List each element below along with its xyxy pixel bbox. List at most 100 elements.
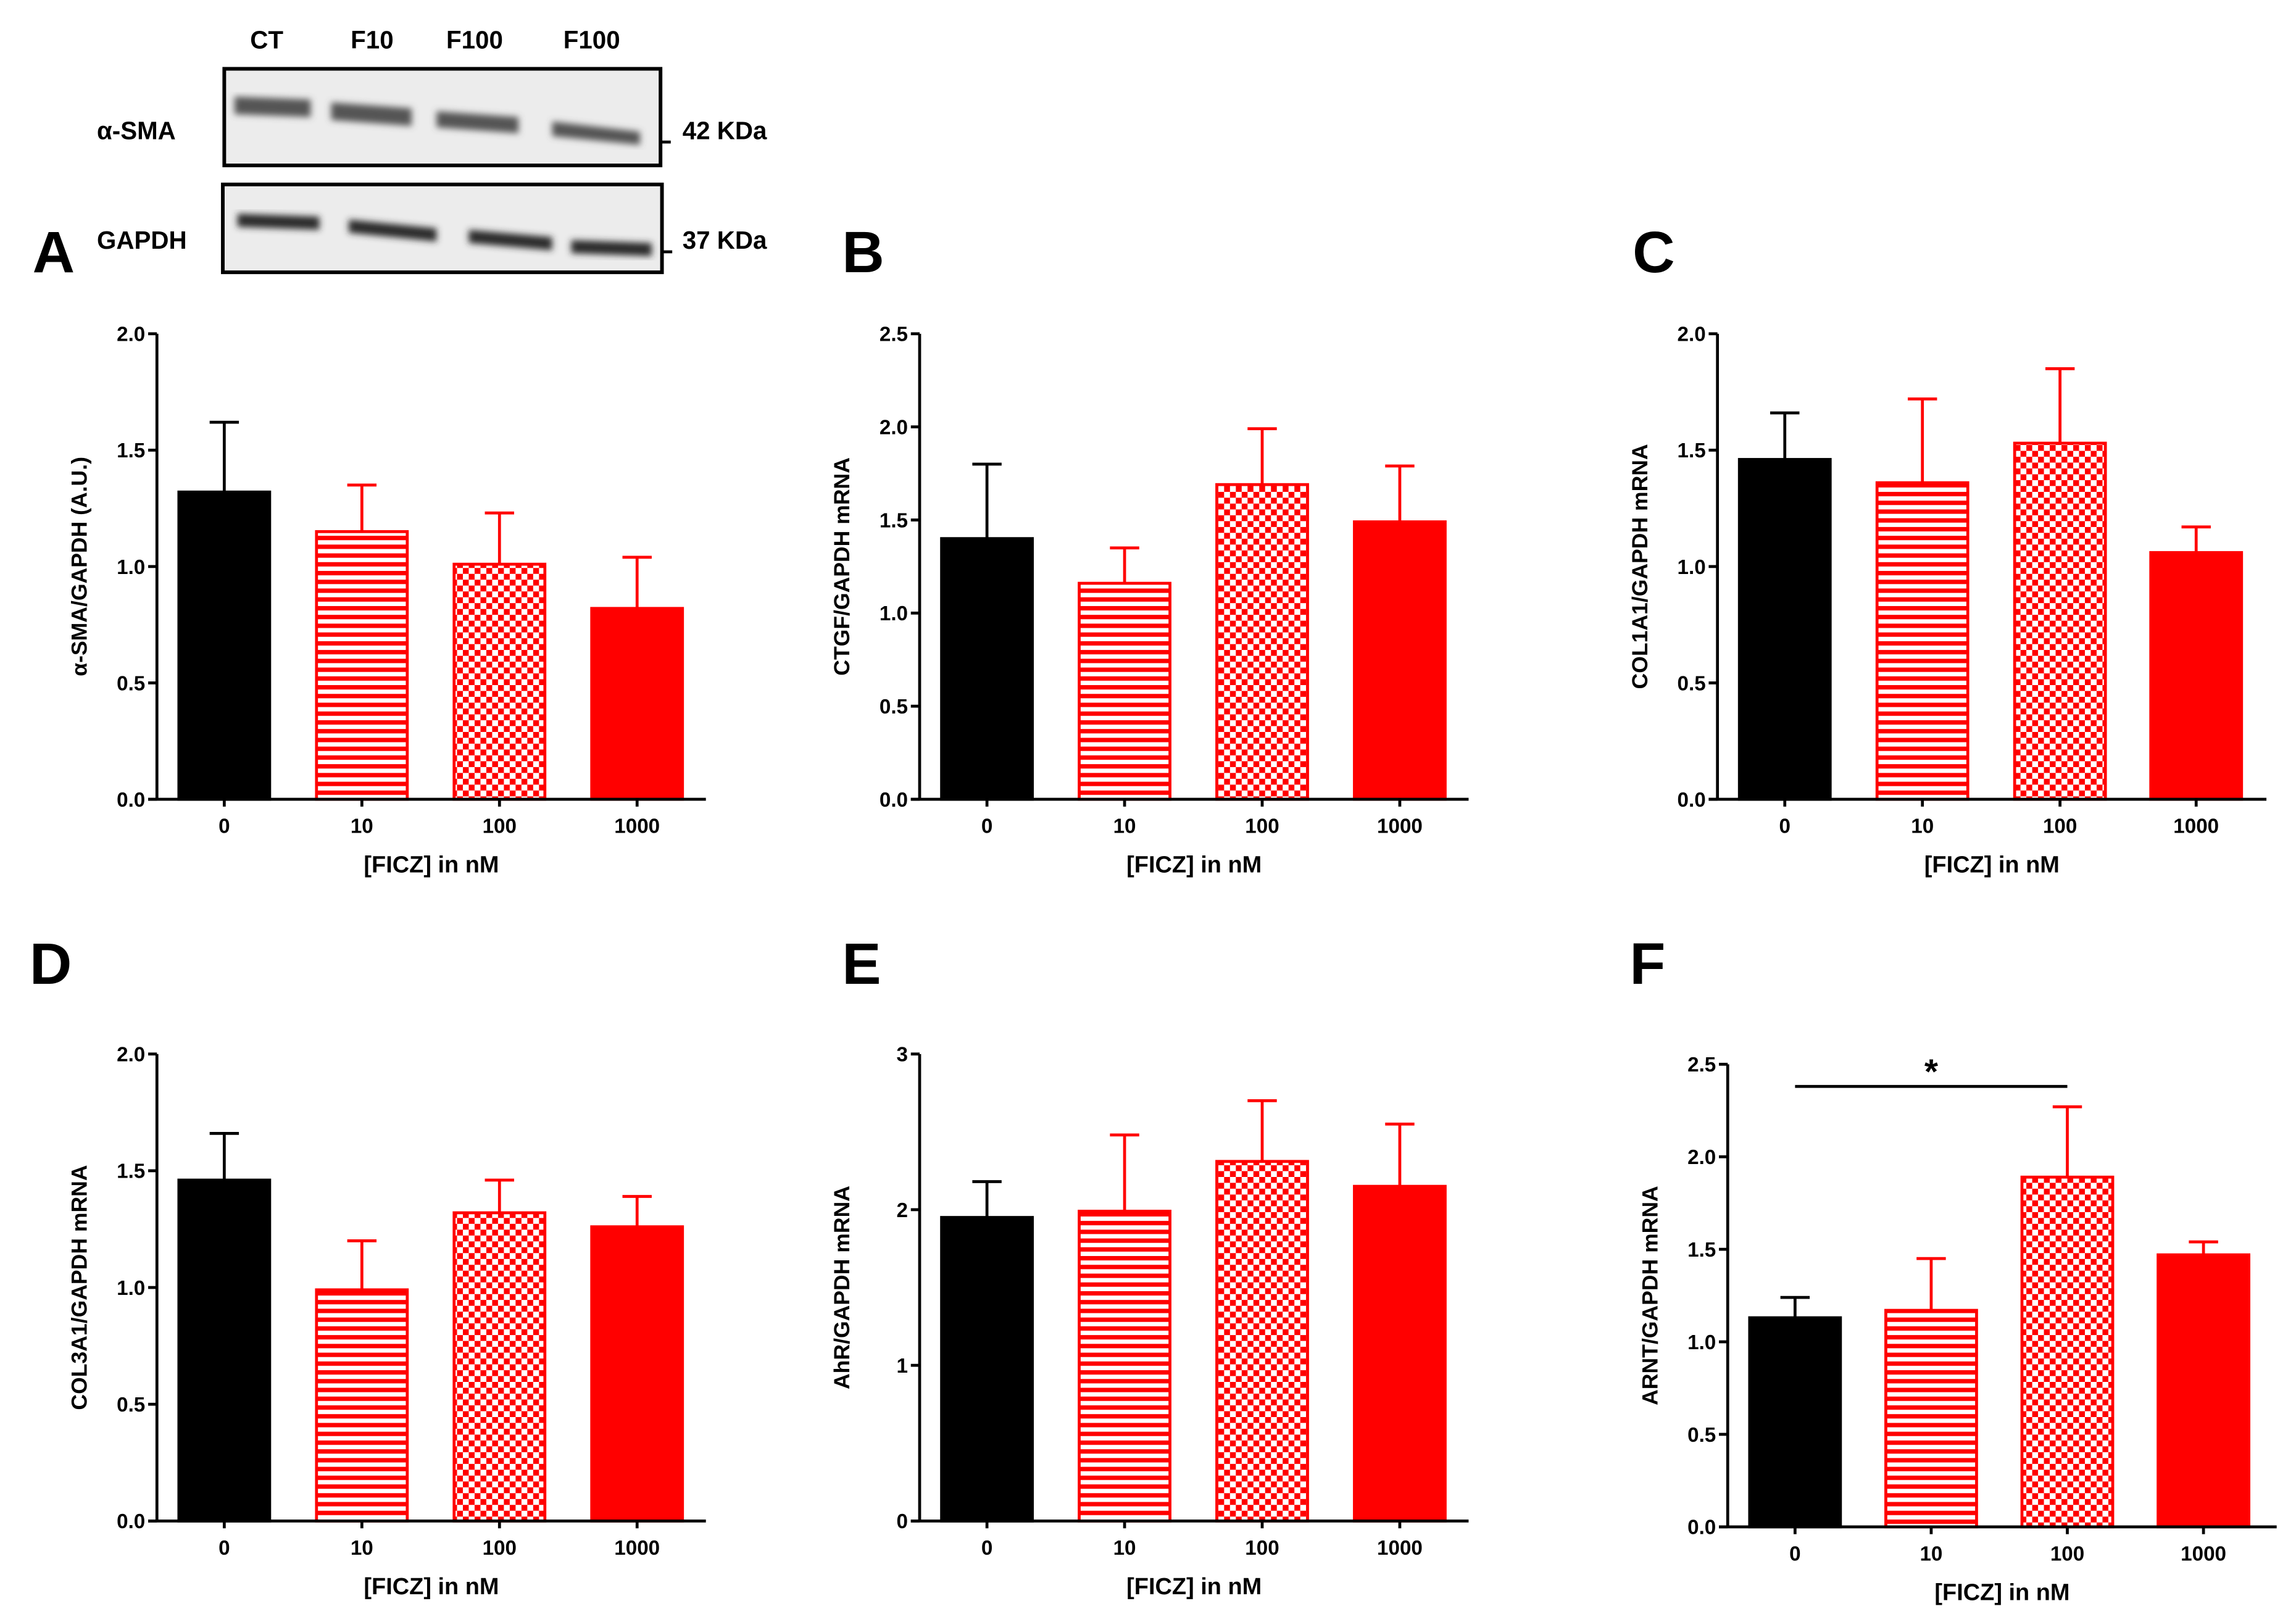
x-axis-label: [FICZ] in nM — [1126, 1574, 1262, 1600]
x-tick-label: 10 — [1113, 1537, 1136, 1560]
y-tick-label: 0.5 — [1687, 1424, 1716, 1447]
lane-label: F10 — [351, 25, 393, 54]
size-marker: 42 KDa — [683, 116, 767, 144]
x-tick-label: 1000 — [614, 815, 660, 838]
y-tick-label: 1.0 — [1687, 1331, 1716, 1354]
blot-bands — [234, 96, 640, 145]
bar — [177, 1178, 272, 1523]
panel-letter: C — [1633, 220, 1675, 285]
y-tick-label: 2 — [897, 1199, 908, 1222]
y-tick-label: 1.5 — [117, 1160, 145, 1183]
x-tick-label: 0 — [1779, 815, 1791, 838]
y-tick-label: 0.5 — [1678, 672, 1706, 695]
y-tick-label: 1 — [897, 1355, 908, 1378]
bar — [1884, 1308, 1978, 1529]
x-axis-label: [FICZ] in nM — [364, 1574, 499, 1600]
x-axis-label: [FICZ] in nM — [1924, 852, 2060, 878]
bar — [590, 1225, 684, 1523]
y-axis-label: ARNT/GAPDH mRNA — [1637, 1186, 1662, 1405]
x-tick-label: 10 — [1920, 1542, 1942, 1565]
y-tick-label: 0.5 — [880, 696, 908, 718]
y-axis-label: α-SMA/GAPDH (A.U.) — [67, 457, 91, 676]
bar — [177, 490, 272, 801]
x-tick-label: 10 — [351, 815, 373, 838]
y-tick-label: 1.0 — [117, 556, 145, 579]
bar — [315, 1288, 409, 1523]
western-blot: CT F10 F100 F100 α-SMA 42 KDa GAPDH 37 K… — [97, 25, 767, 275]
y-tick-label: 0.5 — [117, 1394, 145, 1416]
chart-panel-a: 0 10 100 1000 0.0 0.5 1.0 1.5 2.0 [FICZ] in nM α-S… — [67, 323, 706, 878]
bar — [1078, 581, 1171, 801]
x-tick-label: 10 — [351, 1537, 373, 1560]
x-tick-label: 0 — [981, 815, 992, 838]
bar — [2149, 551, 2244, 801]
y-tick-label: 0 — [897, 1510, 908, 1533]
bar — [590, 607, 684, 801]
chart-panel-e: 0 10 100 1000 0 1 2 3 [FICZ] in nM AhR/GAPDH mRNA — [830, 1044, 1469, 1600]
chart-panel-f: 0 10 100 1000 0.0 0.5 1.0 1.5 2.0 2.5 [FICZ] in nM… — [1637, 1052, 2277, 1605]
panel-letter: F — [1629, 931, 1665, 997]
x-tick-label: 1000 — [1377, 1537, 1423, 1560]
y-tick-label: 1.5 — [1678, 439, 1706, 462]
x-tick-label: 100 — [2043, 815, 2077, 838]
bar — [2013, 441, 2107, 801]
y-tick-label: 0.5 — [117, 672, 145, 695]
bar — [1353, 1184, 1447, 1523]
x-axis-label: [FICZ] in nM — [364, 852, 499, 878]
y-tick-label: 0.0 — [1678, 789, 1706, 812]
lane-label: CT — [250, 25, 283, 54]
blot-bands — [237, 214, 652, 257]
panel-letter: E — [842, 931, 881, 997]
bar — [452, 1211, 547, 1523]
y-tick-label: 1.0 — [1678, 556, 1706, 579]
bar — [2157, 1253, 2250, 1529]
x-tick-label: 0 — [1789, 1542, 1800, 1565]
x-tick-label: 100 — [483, 815, 517, 838]
x-tick-label: 100 — [2050, 1542, 2084, 1565]
y-axis-label: COL1A1/GAPDH mRNA — [1628, 444, 1652, 689]
y-tick-label: 0.0 — [880, 789, 908, 812]
x-axis-label: [FICZ] in nM — [1126, 852, 1262, 878]
bar — [940, 1216, 1034, 1523]
protein-label: GAPDH — [97, 226, 187, 254]
x-tick-label: 1000 — [1377, 815, 1423, 838]
x-tick-label: 1000 — [2181, 1542, 2226, 1565]
x-tick-label: 10 — [1113, 815, 1136, 838]
y-tick-label: 1.0 — [117, 1277, 145, 1300]
bar — [1748, 1316, 1842, 1529]
lane-label: F100 — [446, 25, 503, 54]
x-tick-label: 0 — [218, 1537, 230, 1560]
bar — [1737, 458, 1832, 801]
y-tick-label: 0.0 — [117, 789, 145, 812]
y-tick-label: 1.0 — [880, 602, 908, 625]
y-tick-label: 0.0 — [117, 1510, 145, 1533]
bar — [940, 537, 1034, 801]
x-tick-label: 0 — [981, 1537, 992, 1560]
y-tick-label: 1.5 — [880, 509, 908, 532]
panel-letter: A — [33, 220, 75, 285]
x-axis-label: [FICZ] in nM — [1934, 1579, 2069, 1605]
bar — [2020, 1175, 2115, 1529]
x-tick-label: 1000 — [2173, 815, 2219, 838]
bar — [1353, 520, 1447, 801]
protein-label: α-SMA — [97, 116, 176, 144]
x-tick-label: 1000 — [614, 1537, 660, 1560]
y-tick-label: 0.0 — [1687, 1516, 1716, 1539]
bar — [1875, 481, 1969, 801]
y-axis-label: CTGF/GAPDH mRNA — [830, 457, 854, 676]
y-tick-label: 1.5 — [117, 439, 145, 462]
y-tick-label: 2.5 — [1687, 1054, 1716, 1076]
chart-panel-d: 0 10 100 1000 0.0 0.5 1.0 1.5 2.0 [FICZ] in nM COL… — [67, 1044, 706, 1600]
y-axis-label: AhR/GAPDH mRNA — [830, 1186, 854, 1389]
bar — [1078, 1210, 1171, 1523]
bar — [452, 562, 547, 801]
y-tick-label: 2.0 — [880, 416, 908, 439]
y-tick-label: 2.0 — [117, 323, 145, 346]
bar — [1215, 483, 1309, 801]
size-marker: 37 KDa — [683, 226, 767, 254]
significance-marker: * — [1924, 1052, 1939, 1092]
lane-label: F100 — [564, 25, 620, 54]
y-axis-label: COL3A1/GAPDH mRNA — [67, 1165, 91, 1410]
x-tick-label: 100 — [1245, 815, 1279, 838]
